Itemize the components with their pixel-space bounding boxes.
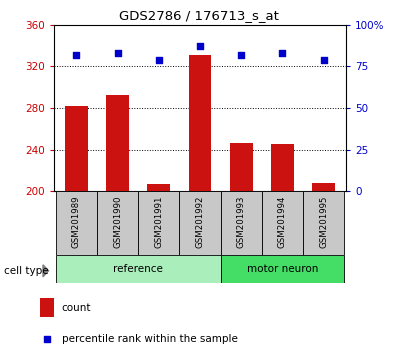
Bar — [262, 191, 303, 255]
Text: percentile rank within the sample: percentile rank within the sample — [62, 334, 238, 344]
Bar — [179, 191, 220, 255]
Point — [156, 57, 162, 63]
Bar — [220, 255, 344, 283]
Bar — [148, 184, 170, 191]
Bar — [56, 191, 97, 255]
Bar — [56, 255, 220, 283]
Bar — [138, 191, 179, 255]
Point — [73, 52, 80, 58]
Text: GSM201993: GSM201993 — [237, 195, 246, 248]
Text: GSM201989: GSM201989 — [72, 195, 81, 248]
Text: GSM201991: GSM201991 — [154, 195, 163, 248]
Bar — [220, 191, 262, 255]
Text: cell type: cell type — [4, 266, 49, 276]
Text: GSM201995: GSM201995 — [319, 195, 328, 248]
Text: motor neuron: motor neuron — [247, 264, 318, 274]
Bar — [106, 96, 129, 191]
Bar — [97, 191, 138, 255]
Point — [320, 57, 327, 63]
Text: GSM201994: GSM201994 — [278, 195, 287, 248]
Bar — [40, 298, 54, 317]
Bar — [230, 143, 252, 191]
Bar — [65, 106, 88, 191]
Bar — [271, 144, 294, 191]
Text: GDS2786 / 176713_s_at: GDS2786 / 176713_s_at — [119, 9, 279, 22]
Text: count: count — [62, 303, 91, 313]
Point — [238, 52, 244, 58]
Point — [43, 336, 50, 342]
Bar — [303, 191, 344, 255]
Text: GSM201990: GSM201990 — [113, 195, 122, 248]
Point — [279, 50, 286, 56]
Point — [114, 50, 121, 56]
Text: GSM201992: GSM201992 — [195, 195, 205, 248]
Point — [197, 44, 203, 49]
Bar — [189, 55, 211, 191]
Text: reference: reference — [113, 264, 163, 274]
Polygon shape — [43, 265, 49, 277]
Bar — [312, 183, 335, 191]
